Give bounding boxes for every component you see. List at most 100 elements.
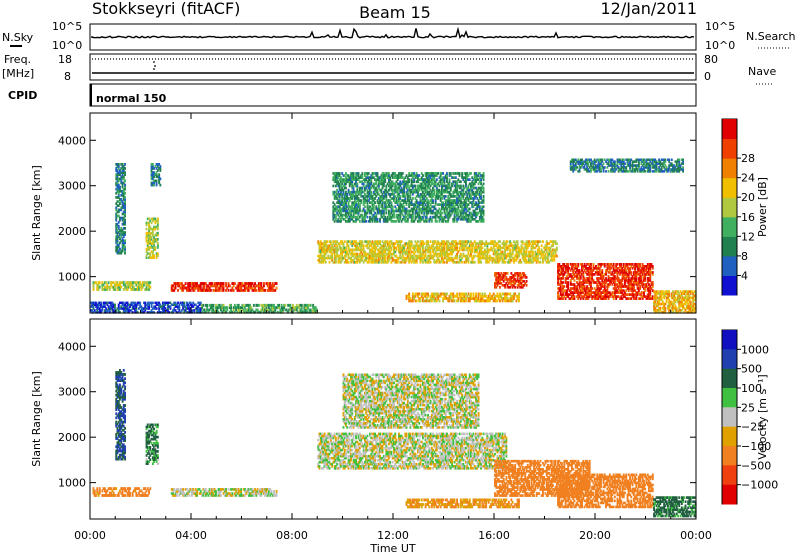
data-cell: [121, 231, 124, 234]
data-cell: [490, 246, 493, 250]
data-cell: [153, 311, 155, 314]
data-cell: [155, 225, 158, 229]
data-cell: [432, 199, 434, 202]
data-cell: [499, 256, 501, 260]
data-cell: [305, 303, 308, 307]
data-cell: [411, 190, 414, 194]
data-cell: [390, 260, 393, 264]
data-cell: [475, 174, 477, 177]
data-cell: [422, 215, 424, 219]
data-cell: [132, 307, 135, 310]
data-cell: [228, 306, 231, 310]
data-cell: [384, 188, 387, 192]
data-cell: [458, 195, 461, 198]
data-cell: [401, 244, 404, 248]
data-cell: [375, 256, 378, 260]
data-cell: [226, 306, 229, 310]
data-cell: [386, 254, 389, 258]
data-cell: [466, 192, 469, 196]
data-cell: [444, 201, 447, 204]
data-cell: [461, 192, 464, 196]
data-cell: [348, 248, 351, 252]
data-cell: [396, 215, 399, 219]
data-cell: [321, 246, 323, 250]
data-cell: [91, 301, 94, 305]
data-cell: [153, 305, 155, 308]
data-cell: [466, 256, 469, 260]
data-cell: [516, 274, 519, 277]
data-cell: [446, 172, 448, 175]
data-cell: [428, 299, 431, 303]
data-cell: [246, 308, 249, 312]
data-cell: [341, 256, 344, 260]
data-cell: [346, 252, 349, 256]
data-cell: [334, 242, 337, 245]
data-cell: [481, 252, 484, 256]
data-cell: [457, 192, 460, 196]
data-cell: [475, 190, 477, 194]
data-cell: [150, 183, 153, 187]
cpid-mode: normal 150: [96, 92, 167, 105]
data-cell: [115, 187, 118, 191]
data-cell: [491, 240, 494, 243]
data-cell: [465, 217, 467, 221]
data-cell: [425, 256, 428, 260]
data-cell: [154, 233, 157, 237]
data-cell: [424, 252, 427, 256]
data-cell: [196, 282, 198, 285]
data-cell: [399, 244, 402, 248]
data-cell: [394, 201, 397, 204]
data-cell: [331, 244, 333, 248]
data-cell: [346, 195, 349, 198]
data-cell: [563, 295, 566, 298]
data-cell: [500, 276, 503, 279]
data-cell: [356, 203, 359, 206]
data-cell: [96, 288, 99, 291]
data-cell: [470, 254, 472, 258]
data-cell: [454, 244, 457, 248]
data-cell: [352, 176, 355, 179]
data-cell: [423, 199, 426, 202]
data-cell: [530, 250, 533, 254]
data-cell: [519, 258, 522, 262]
data-cell: [358, 176, 361, 179]
beam-label: Beam 15: [359, 3, 431, 22]
data-cell: [146, 307, 149, 310]
data-cell: [393, 199, 395, 202]
data-cell: [425, 292, 428, 296]
data-cell: [425, 192, 428, 196]
data-cell: [395, 176, 398, 179]
data-cell: [475, 192, 477, 196]
data-cell: [434, 195, 437, 198]
data-cell: [495, 274, 498, 277]
data-cell: [199, 288, 202, 292]
data-cell: [466, 195, 469, 198]
data-cell: [361, 217, 364, 221]
data-cell: [332, 215, 335, 219]
data-cell: [299, 308, 302, 312]
data-cell: [257, 288, 260, 292]
data-cell: [405, 174, 408, 177]
data-cell: [342, 242, 345, 245]
data-cell: [352, 195, 355, 198]
data-cell: [119, 237, 121, 241]
data-cell: [367, 220, 370, 223]
data-cell: [428, 207, 431, 211]
data-cell: [501, 297, 504, 300]
data-cell: [428, 205, 431, 209]
data-cell: [415, 205, 418, 209]
data-cell: [394, 242, 397, 245]
data-cell: [437, 190, 440, 194]
data-cell: [504, 274, 506, 277]
data-cell: [454, 203, 457, 206]
data-cell: [506, 299, 509, 303]
data-cell: [216, 284, 219, 288]
data-cell: [415, 199, 418, 202]
data-cell: [476, 220, 479, 223]
data-cell: [150, 169, 153, 172]
data-cell: [173, 282, 176, 285]
data-cell: [260, 284, 263, 288]
data-cell: [467, 215, 470, 219]
data-cell: [265, 303, 268, 307]
data-cell: [403, 195, 405, 198]
